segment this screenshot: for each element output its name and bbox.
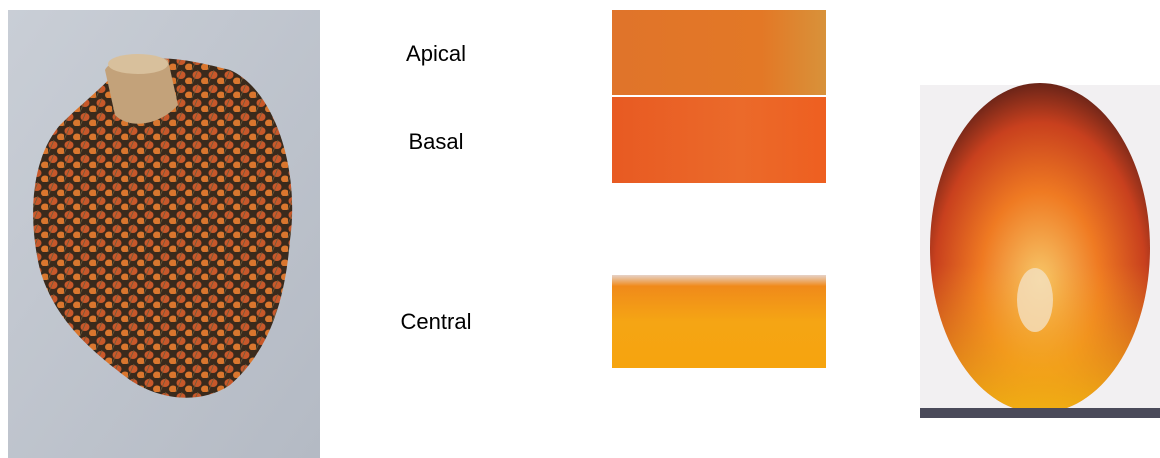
figure: Apical Basal Central [0,0,1160,458]
swatch [612,97,826,183]
swatch [612,10,826,95]
label: Basal [408,129,463,154]
label: Apical [406,41,466,66]
fruit-photo [920,83,1160,418]
bunch-photo [8,10,320,458]
label: Central [401,309,472,334]
swatch [612,275,826,368]
